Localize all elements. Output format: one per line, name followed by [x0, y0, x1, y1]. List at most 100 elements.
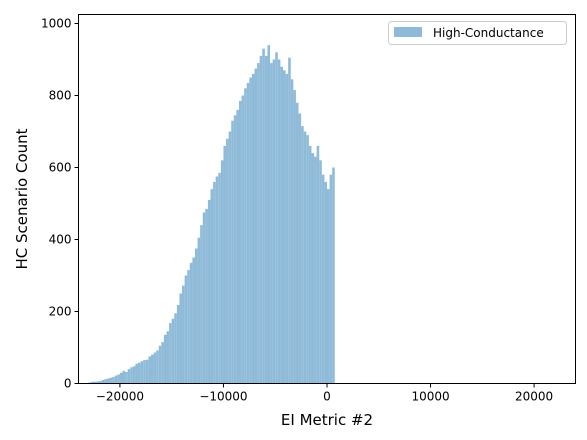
histogram-bar — [161, 342, 164, 384]
x-tick-label: 20000 — [515, 390, 553, 404]
histogram-bar — [306, 135, 309, 384]
y-tick-label: 600 — [49, 161, 72, 175]
histogram-bar — [275, 52, 278, 384]
y-tick-label: 1000 — [41, 17, 72, 31]
histogram-bar — [96, 381, 100, 384]
histogram-bar — [257, 63, 260, 384]
legend: High-Conductance — [388, 21, 567, 45]
histogram-bar — [163, 334, 167, 384]
histogram-bar — [94, 381, 97, 384]
histogram-bar — [290, 79, 294, 384]
histogram-bar — [166, 331, 170, 384]
histogram-bar — [109, 377, 113, 384]
histogram-bar — [238, 100, 242, 384]
histogram-bar — [223, 145, 227, 384]
histogram-bar — [327, 189, 330, 384]
histogram-bar — [153, 352, 157, 384]
histogram-bar — [301, 126, 304, 384]
histogram-bar — [187, 270, 190, 384]
histogram-bar — [215, 176, 219, 384]
y-tick-label: 0 — [64, 377, 72, 391]
histogram-bar — [202, 212, 206, 384]
histogram-bars — [88, 45, 335, 384]
histogram-bar — [130, 367, 133, 384]
x-tick-label: −20000 — [96, 390, 144, 404]
histogram-bar — [254, 68, 258, 384]
histogram-bar — [280, 66, 283, 384]
histogram-bar — [171, 318, 175, 384]
histogram-bar — [101, 379, 105, 384]
histogram-bar — [220, 160, 224, 384]
histogram-bar — [324, 181, 327, 384]
histogram-bar — [200, 225, 203, 384]
histogram-bar — [231, 120, 234, 384]
x-tick-label: −10000 — [199, 390, 247, 404]
histogram-bar — [174, 313, 177, 384]
histogram-bar — [251, 73, 255, 384]
histogram-bar — [192, 257, 195, 384]
histogram-bar — [213, 181, 216, 384]
histogram-bar — [314, 156, 317, 384]
histogram-bar — [264, 55, 268, 384]
histogram-bar — [138, 362, 141, 384]
histogram-bar — [125, 371, 128, 384]
histogram-bar — [132, 366, 136, 384]
histogram-bar — [88, 382, 92, 384]
histogram-bar — [236, 109, 239, 384]
histogram-bar — [179, 293, 183, 384]
histogram-bar — [148, 356, 151, 384]
y-tick-label: 200 — [49, 305, 72, 319]
histogram-bar — [112, 377, 115, 384]
histogram-bar — [288, 57, 291, 384]
histogram-bar — [259, 55, 263, 384]
histogram-bar — [106, 378, 110, 384]
histogram-bar — [233, 115, 237, 384]
histogram-bar — [285, 73, 289, 384]
histogram-bar — [184, 275, 188, 384]
histogram-bar — [319, 160, 322, 384]
histogram-bar — [303, 131, 307, 384]
x-tick-label: 10000 — [411, 390, 449, 404]
histogram-bar — [145, 359, 149, 384]
x-axis-label: EI Metric #2 — [281, 411, 373, 429]
histogram-bar — [249, 77, 252, 384]
histogram-bar — [311, 153, 315, 384]
histogram-bar — [321, 174, 325, 384]
histogram-bar — [143, 360, 146, 384]
histogram-bar — [140, 361, 144, 384]
histogram-bar — [244, 88, 247, 384]
y-tick-label: 400 — [49, 233, 72, 247]
histogram-bar — [262, 48, 265, 384]
histogram-bar — [210, 189, 214, 384]
histogram-bar — [267, 45, 271, 384]
histogram-bar — [282, 70, 286, 384]
histogram-bar — [91, 381, 95, 384]
legend-frame — [388, 21, 567, 45]
histogram-bar — [205, 208, 208, 384]
histogram-bar — [176, 305, 180, 384]
histogram-bar — [182, 285, 185, 384]
histogram-bar — [194, 248, 198, 384]
histogram-bar — [246, 82, 250, 384]
histogram-bar — [99, 380, 102, 384]
axis-ticks: −20000 −10000 0 10000 20000 0 200 400 600 800 1000 — [41, 17, 553, 404]
legend-label: High-Conductance — [433, 26, 544, 40]
histogram-bar — [316, 145, 320, 384]
histogram-bar — [127, 369, 131, 384]
histogram-bar — [117, 374, 120, 384]
histogram-bar — [119, 372, 123, 384]
histogram-bar — [114, 375, 118, 384]
histogram-bar — [226, 138, 229, 384]
histogram-bar — [298, 113, 302, 384]
histogram-bar — [135, 363, 139, 384]
histogram-bar — [150, 354, 154, 384]
y-tick-label: 800 — [49, 89, 72, 103]
histogram-bar — [277, 59, 281, 384]
histogram-bar — [241, 95, 245, 384]
histogram-bar — [329, 174, 333, 384]
histogram-bar — [158, 345, 162, 384]
x-tick-label: 0 — [323, 390, 331, 404]
histogram-bar — [332, 167, 335, 384]
histogram-bar — [207, 199, 211, 384]
